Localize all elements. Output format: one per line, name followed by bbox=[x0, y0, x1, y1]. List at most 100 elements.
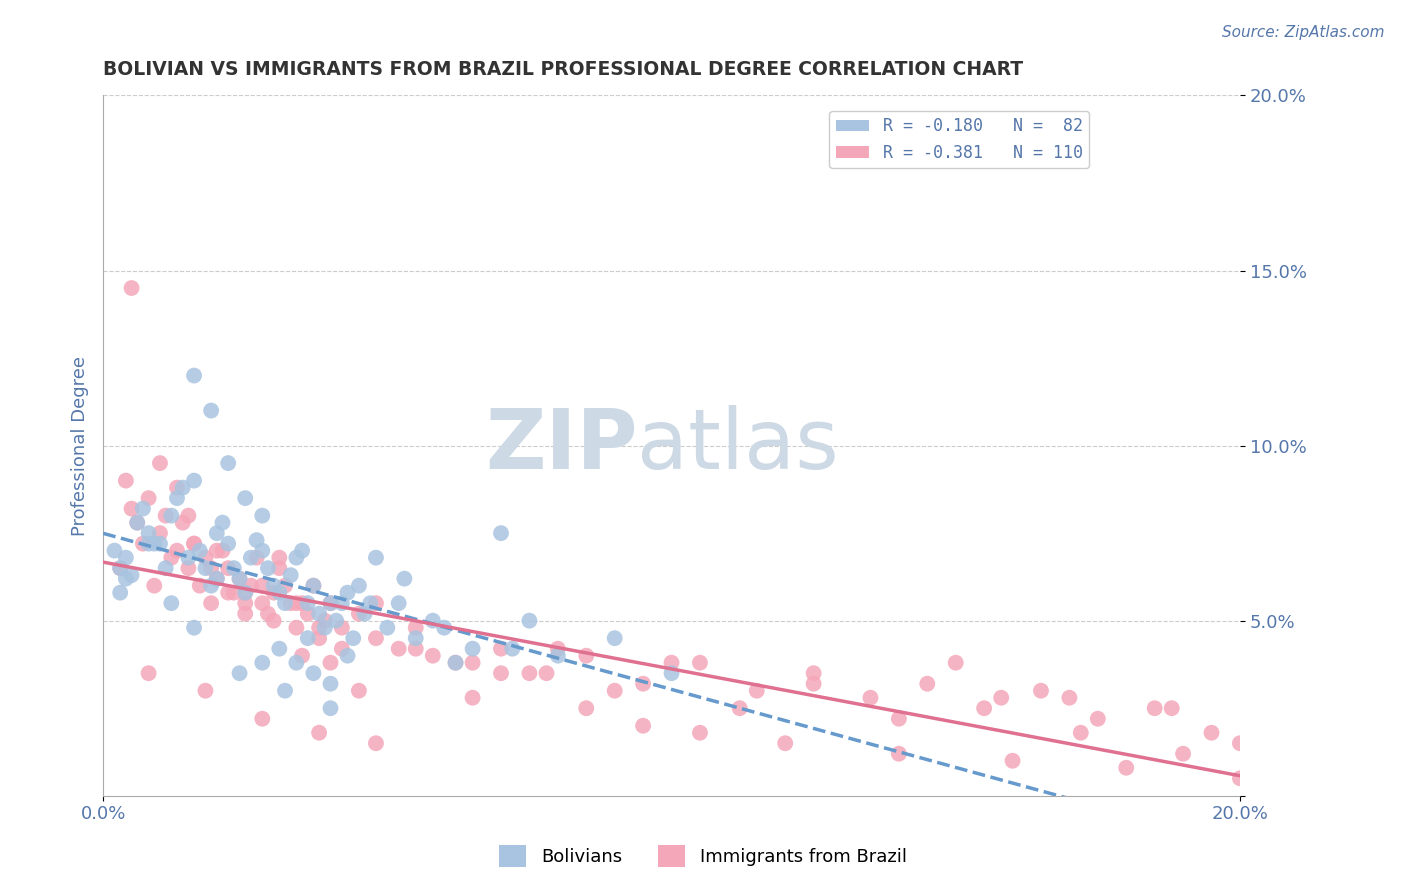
Point bbox=[308, 607, 330, 621]
Point bbox=[945, 656, 967, 670]
Point bbox=[364, 596, 387, 610]
Point bbox=[336, 648, 359, 663]
Point bbox=[461, 641, 484, 656]
Point bbox=[422, 614, 444, 628]
Point bbox=[217, 456, 239, 470]
Point bbox=[319, 596, 342, 610]
Point bbox=[211, 543, 233, 558]
Point bbox=[172, 516, 194, 530]
Point bbox=[347, 683, 370, 698]
Point bbox=[143, 579, 166, 593]
Point bbox=[547, 648, 569, 663]
Point bbox=[280, 596, 302, 610]
Point bbox=[291, 648, 314, 663]
Point bbox=[689, 656, 711, 670]
Point bbox=[661, 666, 683, 681]
Point bbox=[166, 491, 188, 505]
Point bbox=[233, 585, 256, 599]
Point bbox=[519, 666, 541, 681]
Point bbox=[274, 683, 297, 698]
Point bbox=[239, 579, 262, 593]
Point bbox=[200, 596, 222, 610]
Point bbox=[302, 666, 325, 681]
Point bbox=[115, 550, 138, 565]
Point bbox=[160, 596, 183, 610]
Point bbox=[388, 641, 411, 656]
Y-axis label: Professional Degree: Professional Degree bbox=[72, 356, 89, 535]
Point bbox=[330, 621, 353, 635]
Point bbox=[108, 561, 131, 575]
Point bbox=[973, 701, 995, 715]
Point bbox=[257, 561, 280, 575]
Point bbox=[183, 621, 205, 635]
Point bbox=[149, 526, 172, 541]
Point bbox=[887, 747, 910, 761]
Point bbox=[661, 656, 683, 670]
Point bbox=[444, 656, 467, 670]
Point bbox=[405, 621, 427, 635]
Point bbox=[285, 596, 308, 610]
Point bbox=[547, 641, 569, 656]
Point bbox=[252, 656, 274, 670]
Point bbox=[489, 641, 512, 656]
Point bbox=[143, 536, 166, 550]
Text: atlas: atlas bbox=[637, 405, 839, 486]
Point bbox=[285, 656, 308, 670]
Point bbox=[364, 736, 387, 750]
Point bbox=[166, 543, 188, 558]
Point bbox=[138, 526, 160, 541]
Point bbox=[319, 596, 342, 610]
Point bbox=[536, 666, 558, 681]
Point bbox=[308, 621, 330, 635]
Point bbox=[132, 536, 155, 550]
Point bbox=[330, 641, 353, 656]
Point bbox=[375, 621, 398, 635]
Point bbox=[319, 701, 342, 715]
Point bbox=[160, 550, 183, 565]
Point bbox=[127, 516, 149, 530]
Point bbox=[246, 550, 269, 565]
Point bbox=[297, 596, 319, 610]
Point bbox=[132, 501, 155, 516]
Point bbox=[263, 579, 285, 593]
Point bbox=[1070, 725, 1092, 739]
Point bbox=[285, 621, 308, 635]
Legend: R = -0.180   N =  82, R = -0.381   N = 110: R = -0.180 N = 82, R = -0.381 N = 110 bbox=[830, 111, 1090, 169]
Point bbox=[200, 579, 222, 593]
Point bbox=[115, 474, 138, 488]
Point bbox=[308, 725, 330, 739]
Point bbox=[308, 631, 330, 645]
Text: Source: ZipAtlas.com: Source: ZipAtlas.com bbox=[1222, 25, 1385, 40]
Point bbox=[728, 701, 751, 715]
Point bbox=[183, 536, 205, 550]
Point bbox=[773, 736, 796, 750]
Point bbox=[501, 641, 523, 656]
Point bbox=[108, 561, 131, 575]
Point bbox=[177, 550, 200, 565]
Point bbox=[188, 543, 211, 558]
Point bbox=[252, 712, 274, 726]
Point bbox=[603, 683, 626, 698]
Point bbox=[149, 456, 172, 470]
Point bbox=[291, 543, 314, 558]
Point bbox=[127, 516, 149, 530]
Point bbox=[990, 690, 1012, 705]
Point bbox=[319, 676, 342, 690]
Point bbox=[1171, 747, 1194, 761]
Point bbox=[217, 585, 239, 599]
Point bbox=[274, 596, 297, 610]
Point bbox=[252, 508, 274, 523]
Point bbox=[269, 585, 291, 599]
Point bbox=[183, 536, 205, 550]
Point bbox=[252, 543, 274, 558]
Point bbox=[1229, 771, 1251, 785]
Point bbox=[177, 508, 200, 523]
Point bbox=[183, 368, 205, 383]
Point bbox=[1087, 712, 1109, 726]
Point bbox=[280, 568, 302, 582]
Text: BOLIVIAN VS IMMIGRANTS FROM BRAZIL PROFESSIONAL DEGREE CORRELATION CHART: BOLIVIAN VS IMMIGRANTS FROM BRAZIL PROFE… bbox=[103, 60, 1024, 78]
Point bbox=[222, 561, 245, 575]
Point bbox=[103, 543, 125, 558]
Point bbox=[252, 596, 274, 610]
Point bbox=[228, 572, 250, 586]
